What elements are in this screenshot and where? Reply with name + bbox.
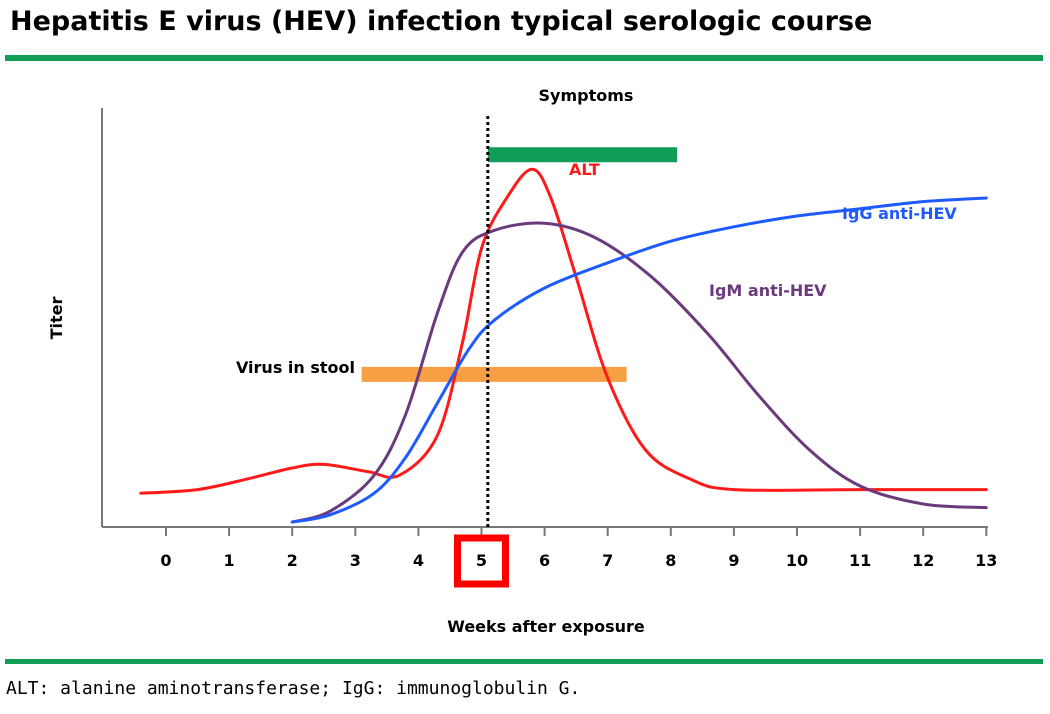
x-tick-label: 10 bbox=[786, 551, 808, 570]
x-tick-label: 12 bbox=[912, 551, 934, 570]
series-line-alt bbox=[139, 167, 988, 495]
label-symptoms: Symptoms bbox=[539, 86, 634, 105]
label-igm-anti-hev: IgM anti-HEV bbox=[709, 281, 827, 300]
x-tick-label: 13 bbox=[975, 551, 997, 570]
x-tick-label: 7 bbox=[602, 551, 613, 570]
chart-axes bbox=[101, 108, 988, 528]
series-line-igm-anti-hev bbox=[290, 221, 988, 524]
series-group bbox=[139, 167, 988, 524]
page-title: Hepatitis E virus (HEV) infection typica… bbox=[10, 6, 873, 37]
x-tick-group: 0 1 2 3 4 5 6 7 8 9 10 11 12 13 bbox=[160, 527, 997, 570]
x-tick-label: 0 bbox=[160, 551, 171, 570]
footnote: ALT: alanine aminotransferase; IgG: immu… bbox=[6, 678, 581, 699]
x-tick-label: 1 bbox=[224, 551, 235, 570]
x-tick-label: 9 bbox=[728, 551, 739, 570]
x-axis-label: Weeks after exposure bbox=[447, 617, 645, 636]
label-virus-in-stool: Virus in stool bbox=[236, 358, 355, 377]
x-tick-label: 5 bbox=[476, 551, 487, 570]
x-tick-label: 2 bbox=[287, 551, 298, 570]
label-igg-anti-hev: IgG anti-HEV bbox=[842, 204, 957, 223]
series-line-igg-anti-hev bbox=[290, 196, 988, 524]
x-tick-label: 11 bbox=[849, 551, 871, 570]
label-alt: ALT bbox=[569, 160, 600, 179]
highlighted-tick-box bbox=[454, 534, 509, 588]
x-tick-label: 3 bbox=[350, 551, 361, 570]
bar-group bbox=[361, 147, 678, 382]
x-tick-label: 8 bbox=[665, 551, 676, 570]
y-axis-label: Titer bbox=[47, 297, 66, 340]
top-divider bbox=[5, 55, 1043, 61]
x-tick-label: 6 bbox=[539, 551, 550, 570]
bottom-divider bbox=[5, 659, 1043, 664]
x-tick-label: 4 bbox=[413, 551, 424, 570]
label-group: ALT IgM anti-HEV IgG anti-HEV Symptoms Virus… bbox=[236, 86, 957, 377]
